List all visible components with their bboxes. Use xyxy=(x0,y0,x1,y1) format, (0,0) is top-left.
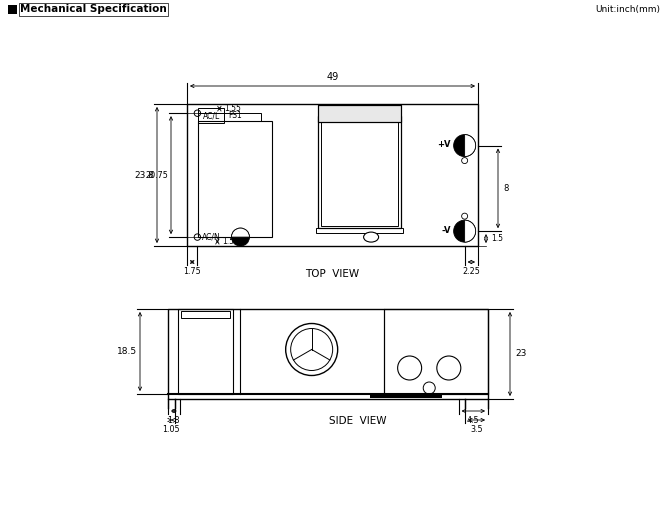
Bar xyxy=(178,309,233,394)
Text: 20.75: 20.75 xyxy=(145,171,168,180)
Bar xyxy=(187,104,478,246)
Bar xyxy=(198,108,224,123)
Text: 2.25: 2.25 xyxy=(462,267,480,276)
Text: AC/L: AC/L xyxy=(203,111,220,120)
Text: 8: 8 xyxy=(503,184,509,193)
Text: 1.05: 1.05 xyxy=(163,425,180,434)
Text: 1.5: 1.5 xyxy=(491,234,503,243)
Wedge shape xyxy=(231,228,249,237)
Circle shape xyxy=(454,220,476,242)
Text: 1.55: 1.55 xyxy=(224,104,241,113)
Text: +V: +V xyxy=(437,140,451,149)
Bar xyxy=(168,309,488,399)
Circle shape xyxy=(454,135,476,157)
Bar xyxy=(383,309,488,394)
Bar xyxy=(321,118,398,226)
Text: 49: 49 xyxy=(326,72,338,82)
Text: SIDE  VIEW: SIDE VIEW xyxy=(329,416,387,426)
Text: 4.5: 4.5 xyxy=(467,416,480,425)
Bar xyxy=(316,228,403,233)
Text: 23: 23 xyxy=(515,350,527,358)
Text: 23.8: 23.8 xyxy=(134,171,154,179)
Text: AC/N: AC/N xyxy=(202,233,221,242)
Text: Unit:inch(mm): Unit:inch(mm) xyxy=(595,5,660,14)
Text: 1.8: 1.8 xyxy=(168,416,180,425)
Text: FS1: FS1 xyxy=(228,111,242,120)
Bar xyxy=(318,105,401,122)
Circle shape xyxy=(231,228,249,246)
Bar xyxy=(198,121,272,237)
Text: -V: -V xyxy=(441,226,451,235)
Bar xyxy=(8,5,17,14)
Bar xyxy=(371,393,442,398)
Bar xyxy=(198,113,261,121)
Ellipse shape xyxy=(364,232,379,242)
Text: 3.5: 3.5 xyxy=(470,425,483,434)
Text: 1.5: 1.5 xyxy=(222,237,234,246)
Wedge shape xyxy=(464,220,476,242)
Bar xyxy=(318,105,401,122)
Bar xyxy=(318,116,401,228)
Text: Mechanical Specification: Mechanical Specification xyxy=(20,5,167,14)
Bar xyxy=(181,311,230,318)
Text: TOP  VIEW: TOP VIEW xyxy=(306,269,360,279)
Wedge shape xyxy=(464,135,476,157)
Text: 18.5: 18.5 xyxy=(117,347,137,356)
Text: 1.75: 1.75 xyxy=(184,267,201,276)
